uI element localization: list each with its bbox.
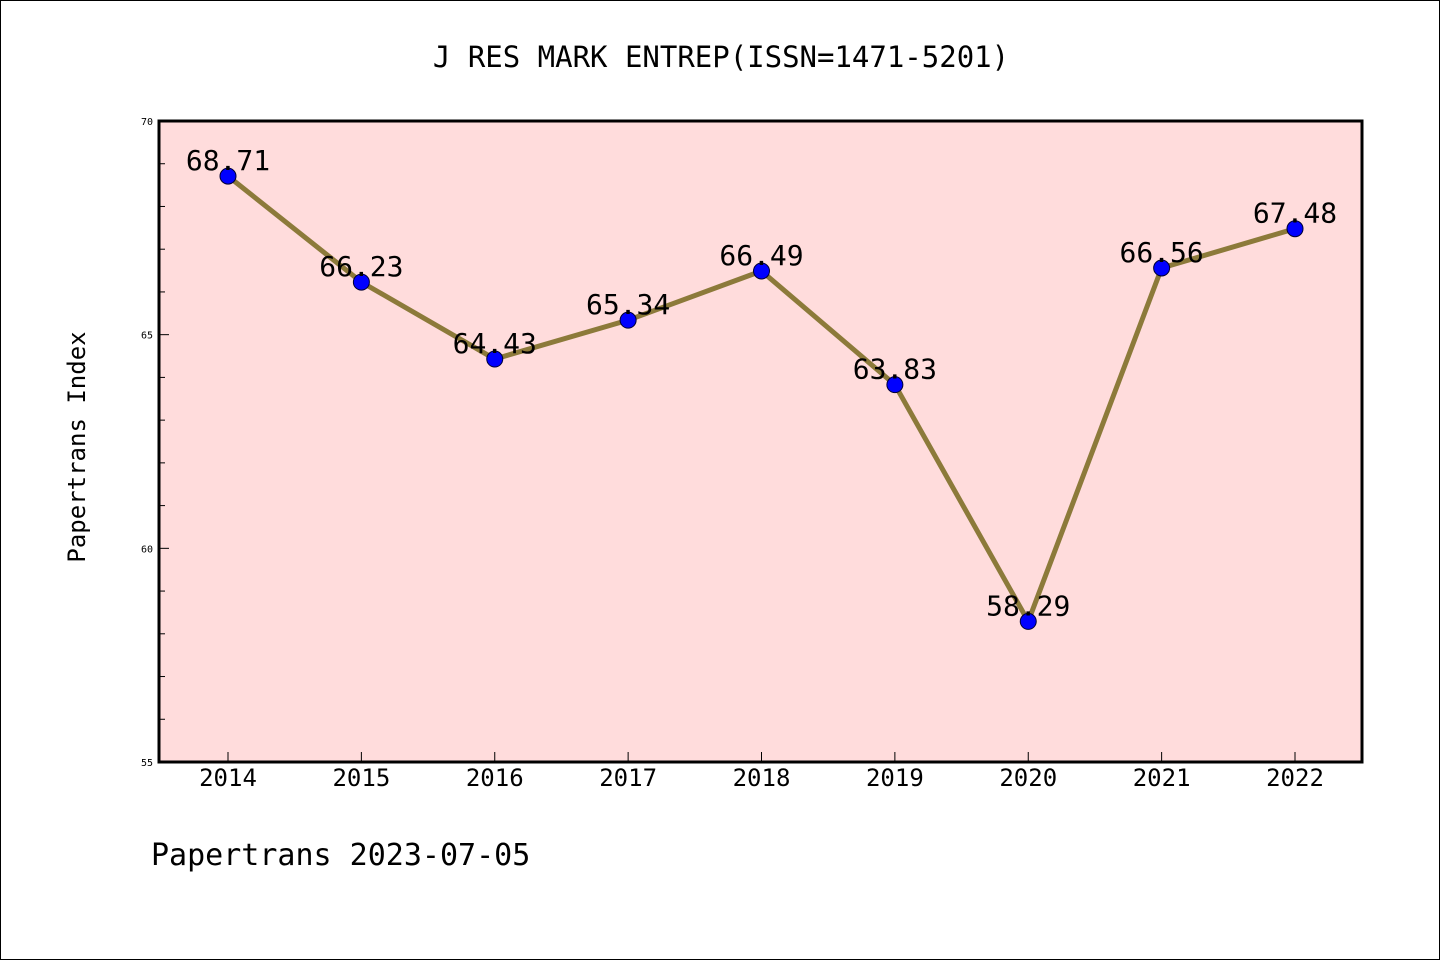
data-point [886,376,904,394]
x-tick-label: 2019 [866,764,924,792]
y-axis-ticks: 55 60 65 70 [141,117,169,769]
data-point [486,350,504,368]
x-tick-label: 2022 [1266,764,1324,792]
data-label: 66.56 [1119,236,1203,269]
data-point [753,262,770,280]
y-minor-ticks [159,163,165,720]
data-label: 58.29 [986,589,1070,622]
y-tick-label: 60 [141,544,153,555]
y-tick-label: 55 [141,758,153,769]
data-point [1019,612,1037,630]
data-point [1153,259,1171,277]
data-point [219,167,237,185]
data-label: 63.83 [853,353,937,386]
data-point [1286,220,1304,238]
data-label: 67.48 [1253,197,1337,230]
plot-area [157,119,1364,764]
x-tick-label: 2021 [1133,764,1191,792]
x-tick-label: 2014 [199,764,257,792]
data-label: 66.49 [719,239,803,272]
data-label: 64.43 [453,327,537,360]
data-labels: 68.71 66.23 64.43 65.34 66.49 63.83 58.29 66.56… [186,144,1337,622]
x-tick-label: 2015 [332,764,390,792]
data-markers [219,167,1304,630]
data-label: 68.71 [186,144,270,177]
data-point [619,311,637,329]
y-axis-label: Papertrans Index [63,331,91,562]
data-label: 65.34 [586,288,670,321]
data-label: 66.23 [319,250,403,283]
x-axis-ticks: 2014 2015 2016 2017 2018 2019 2020 2021 2022 [199,752,1324,792]
y-tick-label: 70 [141,117,153,128]
x-tick-label: 2018 [733,764,791,792]
x-tick-label: 2017 [599,764,657,792]
footer-text: Papertrans 2023-07-05 [151,838,530,873]
chart-title: J RES MARK ENTREP(ISSN=1471-5201) [433,40,1009,74]
y-tick-label: 65 [141,331,153,342]
x-tick-label: 2016 [466,764,524,792]
x-tick-label: 2020 [999,764,1057,792]
data-point [352,273,370,291]
